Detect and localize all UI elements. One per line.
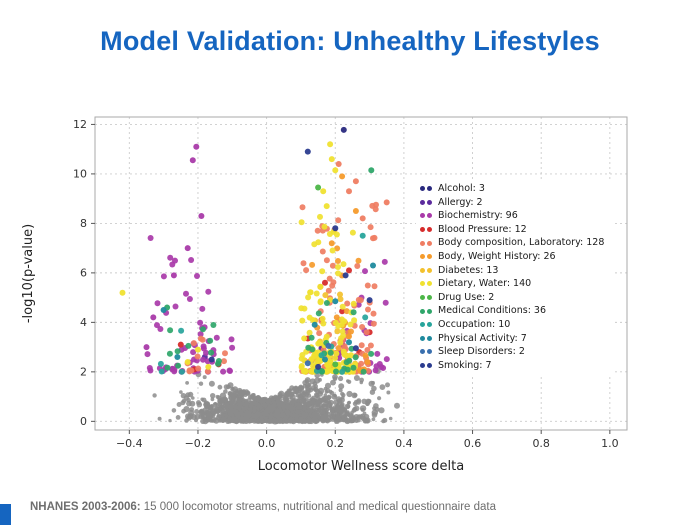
legend-marker-icon: [427, 199, 432, 205]
series-points-4: [184, 161, 390, 375]
x-tick-label: 1.0: [601, 437, 619, 450]
legend-marker-icon: [427, 281, 432, 287]
y-tick-label: 8: [80, 217, 87, 230]
legend-item: Alcohol: 3: [420, 182, 604, 196]
legend-marker-icon: [427, 335, 432, 341]
legend-marker-icon: [420, 281, 425, 287]
legend-item: Physical Activity: 7: [420, 332, 604, 346]
legend-item: Medical Conditions: 36: [420, 304, 604, 318]
x-axis-label: Locomotor Wellness score delta: [258, 459, 464, 474]
plot-frame: [94, 116, 628, 431]
axes: −0.4 −0.2 0.0 0.2 0.4 0.6 0.8 1.0 0 2 4 6 8 10 12: [73, 118, 619, 450]
legend-label: Drug Use: 2: [438, 291, 495, 303]
legend-marker-icon: [420, 363, 425, 369]
x-tick-label: 0.2: [327, 437, 345, 450]
legend-item: Body composition, Laboratory: 128: [420, 236, 604, 250]
legend-marker-icon: [420, 240, 425, 246]
page-title: Model Validation: Unhealthy Lifestyles: [100, 26, 600, 56]
series-points-12: [304, 342, 332, 367]
x-tick-label: 0.4: [395, 437, 413, 450]
legend-label: Physical Activity: 7: [438, 332, 527, 344]
footer-source-text: 15 000 locomotor streams, nutritional an…: [140, 501, 497, 513]
footer-note: NHANES 2003-2006: 15 000 locomotor strea…: [30, 501, 496, 513]
legend-item: Smoking: 7: [420, 359, 604, 373]
legend-marker-icon: [427, 308, 432, 314]
y-tick-label: 10: [73, 167, 87, 180]
series-points-8: [315, 184, 339, 368]
legend-marker-icon: [427, 254, 432, 260]
volcano-chart: −0.4 −0.2 0.0 0.2 0.4 0.6 0.8 1.0 0 2 4 6 8 10 12 Locom…: [0, 85, 700, 485]
legend-marker-icon: [427, 267, 432, 273]
legend-label: Alcohol: 3: [438, 183, 485, 195]
legend-item: Drug Use: 2: [420, 291, 604, 305]
legend-marker-icon: [427, 363, 432, 369]
legend-marker-icon: [427, 349, 432, 355]
legend-marker-icon: [420, 295, 425, 301]
y-tick-label: 0: [80, 415, 87, 428]
legend-label: Occupation: 10: [438, 318, 511, 330]
legend-marker-icon: [427, 322, 432, 328]
legend-marker-icon: [420, 322, 425, 328]
legend-marker-icon: [420, 213, 425, 219]
series-points-11: [160, 262, 376, 363]
legend-label: Body, Weight History: 26: [438, 251, 556, 263]
y-axis-label: -log10(p-value): [21, 224, 36, 323]
legend-marker-icon: [427, 240, 432, 246]
series-points-13: [208, 148, 373, 370]
legend-marker-icon: [420, 349, 425, 355]
legend-label: Body composition, Laboratory: 128: [438, 237, 605, 249]
legend-label: Blood Pressure: 12: [438, 223, 527, 235]
legend-marker-icon: [427, 227, 432, 233]
legend-item: Dietary, Water: 140: [420, 277, 604, 291]
x-tick-label: −0.2: [185, 437, 212, 450]
legend-item: Biochemistry: 96: [420, 209, 604, 223]
legend-marker-icon: [420, 308, 425, 314]
slide-accent-mark: [0, 504, 11, 525]
y-tick-label: 6: [80, 266, 87, 279]
x-tick-label: 0.8: [532, 437, 550, 450]
legend: Alcohol: 3 Allergy: 2 Biochemistry: 96 Bloo…: [416, 179, 613, 376]
x-tick-label: 0.6: [464, 437, 482, 450]
legend-item: Diabetes: 13: [420, 264, 604, 278]
legend-label: Dietary, Water: 140: [438, 278, 532, 290]
y-tick-label: 2: [80, 365, 87, 378]
legend-marker-icon: [420, 227, 425, 233]
x-tick-label: −0.4: [116, 437, 143, 450]
x-tick-label: 0.0: [258, 437, 276, 450]
background-points: [152, 357, 400, 425]
legend-marker-icon: [420, 199, 425, 205]
legend-marker-icon: [427, 186, 432, 192]
legend-item: Blood Pressure: 12: [420, 223, 604, 237]
y-tick-label: 12: [73, 118, 87, 131]
legend-marker-icon: [420, 186, 425, 192]
legend-item: Allergy: 2: [420, 196, 604, 210]
legend-marker-icon: [427, 295, 432, 301]
legend-label: Biochemistry: 96: [438, 210, 518, 222]
legend-marker-icon: [420, 335, 425, 341]
series-points-9: [164, 167, 375, 375]
legend-item: Sleep Disorders: 2: [420, 345, 604, 359]
legend-label: Diabetes: 13: [438, 264, 499, 276]
legend-item: Occupation: 10: [420, 318, 604, 332]
legend-label: Allergy: 2: [438, 196, 483, 208]
legend-marker-icon: [427, 213, 432, 219]
legend-label: Medical Conditions: 36: [438, 305, 547, 317]
y-tick-label: 4: [80, 316, 87, 329]
footer-source-label: NHANES 2003-2006:: [30, 501, 141, 513]
legend-item: Body, Weight History: 26: [420, 250, 604, 264]
legend-marker-icon: [420, 267, 425, 273]
legend-label: Smoking: 7: [438, 359, 492, 371]
legend-marker-icon: [420, 254, 425, 260]
legend-label: Sleep Disorders: 2: [438, 346, 525, 358]
volcano-plot-svg: −0.4 −0.2 0.0 0.2 0.4 0.6 0.8 1.0 0 2 4 6 8 10 12 Locom…: [21, 116, 628, 474]
